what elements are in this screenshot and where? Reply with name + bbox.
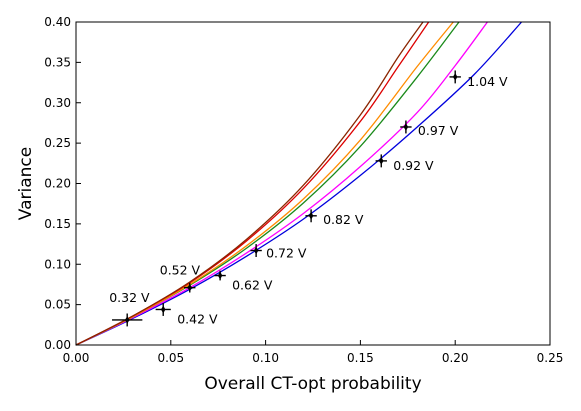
- data-point: 0.32 V: [109, 290, 150, 327]
- y-tick-label: 0.20: [44, 177, 71, 191]
- point-label: 0.62 V: [232, 278, 273, 293]
- y-tick-label: 0.15: [44, 217, 71, 231]
- point-label: 0.42 V: [177, 311, 218, 326]
- data-point: 0.72 V: [250, 244, 307, 261]
- data-points: 0.32 V 0.42 V 0.52 V 0.62 V 0.72 V 0.82 V 0.92…: [109, 70, 508, 326]
- y-tick-label: 0.30: [44, 96, 71, 110]
- x-tick-label: 0.25: [537, 351, 564, 365]
- point-marker: [308, 211, 314, 220]
- x-tick-label: 0.20: [442, 351, 469, 365]
- data-point: 0.42 V: [155, 303, 218, 326]
- y-tick-label: 0.05: [44, 298, 71, 312]
- x-tick-label: 0.10: [252, 351, 279, 365]
- y-tick-label: 0.35: [44, 55, 71, 69]
- point-marker: [161, 305, 166, 314]
- model-curves: [75, 21, 523, 346]
- point-marker: [453, 72, 458, 81]
- x-tick-label: 0.00: [63, 351, 90, 365]
- model-curve-2: [75, 21, 488, 346]
- point-marker: [217, 271, 223, 280]
- y-tick-label: 0.25: [44, 136, 71, 150]
- data-point: 0.82 V: [305, 209, 364, 227]
- point-label: 0.97 V: [418, 123, 459, 138]
- x-axis-label: Overall CT-opt probability: [204, 374, 421, 394]
- point-label: 0.72 V: [266, 246, 307, 261]
- model-curve-6: [75, 21, 424, 346]
- data-point: 0.97 V: [400, 120, 459, 138]
- y-tick-label: 0.00: [44, 338, 71, 352]
- point-label: 0.92 V: [393, 158, 434, 173]
- point-marker: [187, 283, 192, 292]
- y-axis-ticks: 0.00 0.05 0.10 0.15 0.20 0.25 0.30 0.35 0.40: [44, 15, 81, 352]
- point-label: 0.52 V: [160, 263, 201, 278]
- point-label: 1.04 V: [467, 74, 508, 89]
- data-point: 0.52 V: [160, 263, 201, 293]
- point-marker: [253, 246, 259, 255]
- data-point: 1.04 V: [449, 70, 508, 89]
- point-marker: [403, 122, 409, 131]
- x-tick-label: 0.05: [157, 351, 184, 365]
- y-axis-label: Variance: [16, 147, 36, 220]
- point-label: 0.82 V: [323, 212, 364, 227]
- x-axis-ticks: 0.00 0.05 0.10 0.15 0.20 0.25: [63, 340, 564, 365]
- point-marker: [124, 315, 130, 324]
- x-tick-label: 0.15: [347, 351, 374, 365]
- data-point: 0.62 V: [214, 270, 273, 293]
- model-curve-1: [75, 21, 523, 346]
- model-curve-4: [75, 21, 454, 346]
- point-label: 0.32 V: [109, 290, 150, 305]
- y-tick-label: 0.40: [44, 15, 71, 29]
- data-point: 0.92 V: [375, 154, 434, 173]
- point-marker: [379, 156, 384, 165]
- y-tick-label: 0.10: [44, 257, 71, 271]
